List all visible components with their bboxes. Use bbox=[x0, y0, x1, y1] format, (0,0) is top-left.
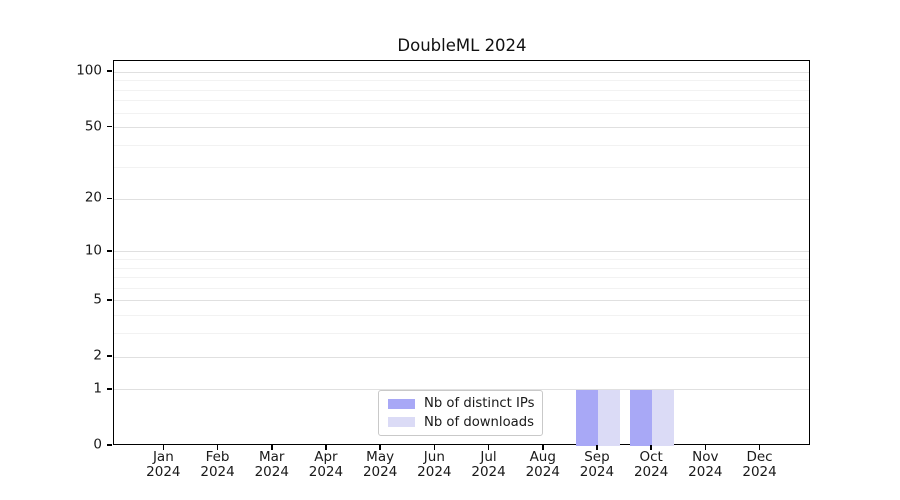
y-gridline-major bbox=[114, 71, 809, 73]
y-gridline-minor bbox=[114, 267, 809, 269]
y-tick-label: 100 bbox=[76, 62, 102, 79]
x-tick-label: May 2024 bbox=[362, 449, 398, 480]
x-tick-label: Oct 2024 bbox=[633, 449, 669, 480]
x-tick-mark bbox=[487, 445, 490, 450]
legend-swatch-distinct-ips bbox=[388, 398, 415, 409]
y-gridline-minor bbox=[114, 287, 809, 289]
x-tick-label: Dec 2024 bbox=[742, 449, 777, 480]
y-gridline-minor bbox=[114, 144, 809, 146]
y-gridline-major bbox=[114, 356, 809, 358]
y-gridline-minor bbox=[114, 112, 809, 114]
x-tick-mark bbox=[271, 445, 273, 450]
y-tick-mark bbox=[107, 299, 112, 301]
legend-swatch-downloads bbox=[388, 417, 415, 428]
y-gridline-major bbox=[114, 389, 809, 391]
bar-downloads bbox=[597, 389, 620, 446]
x-tick-mark bbox=[325, 445, 327, 450]
y-gridline-major bbox=[114, 198, 809, 200]
bar-distinct-ips bbox=[630, 389, 653, 446]
x-tick-mark bbox=[596, 445, 598, 450]
x-tick-label: Jul 2024 bbox=[471, 449, 506, 480]
y-tick-label: 50 bbox=[84, 117, 102, 134]
x-tick-label: Jun 2024 bbox=[417, 449, 452, 480]
legend-label-distinct-ips: Nb of distinct IPs bbox=[424, 396, 535, 412]
y-gridline-minor bbox=[114, 333, 809, 335]
y-gridline-major bbox=[114, 127, 809, 129]
y-tick-mark bbox=[107, 125, 112, 128]
bar-distinct-ips bbox=[576, 389, 598, 446]
x-tick-mark bbox=[216, 445, 219, 450]
x-tick-label: Sep 2024 bbox=[579, 449, 615, 480]
y-tick-mark bbox=[107, 197, 112, 200]
x-tick-mark bbox=[650, 445, 652, 450]
y-tick-mark bbox=[107, 250, 112, 252]
y-tick-label: 5 bbox=[93, 291, 102, 308]
legend-item-distinct-ips: Nb of distinct IPs bbox=[387, 396, 535, 412]
x-tick-mark bbox=[758, 445, 761, 450]
y-tick-mark bbox=[107, 388, 112, 390]
chart-title: DoubleML 2024 bbox=[397, 36, 527, 55]
y-tick-label: 1 bbox=[93, 380, 102, 397]
x-tick-mark bbox=[542, 445, 544, 450]
x-tick-mark bbox=[379, 445, 381, 450]
y-gridline-minor bbox=[114, 89, 809, 91]
x-tick-label: Mar 2024 bbox=[254, 449, 289, 480]
y-tick-label: 2 bbox=[93, 347, 102, 364]
x-tick-label: Feb 2024 bbox=[200, 449, 235, 480]
y-gridline-major bbox=[114, 300, 809, 302]
x-tick-label: Nov 2024 bbox=[688, 449, 723, 480]
y-gridline-minor bbox=[114, 80, 809, 82]
y-gridline-major bbox=[114, 251, 809, 253]
bar-downloads bbox=[652, 389, 674, 446]
x-tick-mark bbox=[162, 445, 165, 450]
y-tick-mark bbox=[107, 444, 112, 446]
y-tick-label: 20 bbox=[84, 189, 102, 206]
y-tick-mark bbox=[107, 70, 112, 72]
x-tick-mark bbox=[704, 445, 707, 450]
y-gridline-minor bbox=[114, 258, 809, 260]
y-tick-mark bbox=[107, 355, 112, 357]
x-tick-label: Aug 2024 bbox=[525, 449, 560, 480]
x-tick-label: Apr 2024 bbox=[308, 449, 344, 480]
plot-area bbox=[113, 60, 810, 446]
legend-box: Nb of distinct IPs Nb of downloads bbox=[378, 390, 543, 436]
y-gridline-minor bbox=[114, 277, 809, 279]
y-tick-label: 10 bbox=[84, 242, 102, 259]
y-gridline-minor bbox=[114, 100, 809, 102]
x-tick-label: Jan 2024 bbox=[146, 449, 181, 480]
y-gridline-minor bbox=[114, 167, 809, 169]
x-tick-mark bbox=[433, 445, 436, 450]
y-tick-label: 0 bbox=[93, 436, 102, 453]
legend-label-downloads: Nb of downloads bbox=[424, 414, 534, 430]
y-gridline-minor bbox=[114, 315, 809, 317]
legend-item-downloads: Nb of downloads bbox=[387, 415, 534, 430]
